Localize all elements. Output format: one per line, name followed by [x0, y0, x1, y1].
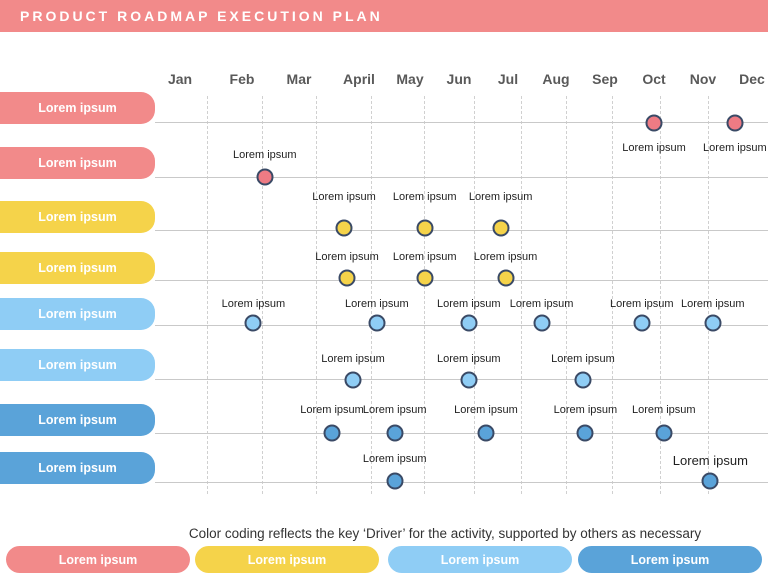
- milestone-label: Lorem ipsum: [221, 298, 286, 310]
- milestone-dot: [477, 424, 495, 442]
- month-gridline: [371, 96, 372, 494]
- milestone-dot: [497, 269, 515, 287]
- month-label-aug: Aug: [542, 71, 570, 87]
- milestone-dot: [368, 314, 386, 332]
- month-gridline: [316, 96, 317, 494]
- milestone-label: Lorem ipsum: [392, 251, 457, 263]
- milestone-label: Lorem ipsum: [362, 453, 427, 465]
- row-line: [155, 230, 768, 231]
- milestone-dot: [726, 114, 744, 132]
- milestone-label: Lorem ipsum: [703, 142, 767, 154]
- month-gridline: [708, 96, 709, 494]
- legend-key-yellow: Lorem ipsum: [195, 546, 379, 573]
- month-gridline: [612, 96, 613, 494]
- row-label: Lorem ipsum: [0, 298, 155, 330]
- month-gridline: [521, 96, 522, 494]
- milestone-dot: [244, 314, 262, 332]
- milestone-label: Lorem ipsum: [609, 298, 674, 310]
- row-label: Lorem ipsum: [0, 92, 155, 124]
- milestone-dot: [655, 424, 673, 442]
- month-label-feb: Feb: [229, 71, 255, 87]
- row-line: [155, 433, 768, 434]
- milestone-label: Lorem ipsum: [321, 353, 385, 365]
- row-label: Lorem ipsum: [0, 349, 155, 381]
- milestone-dot: [416, 219, 434, 237]
- milestone-dot: [574, 371, 592, 389]
- milestone-label: Lorem ipsum: [437, 353, 501, 365]
- month-gridline: [262, 96, 263, 494]
- milestone-label: Lorem ipsum: [468, 191, 533, 203]
- milestone-dot: [344, 371, 362, 389]
- milestone-label: Lorem ipsum: [345, 298, 409, 310]
- milestone-dot: [701, 472, 719, 490]
- month-label-mar: Mar: [286, 71, 312, 87]
- milestone-label: Lorem ipsum: [551, 353, 615, 365]
- milestone-dot: [338, 269, 356, 287]
- milestone-dot: [323, 424, 341, 442]
- month-gridline: [424, 96, 425, 494]
- month-label-dec: Dec: [739, 71, 765, 87]
- milestone-dot: [386, 472, 404, 490]
- caption: Color coding reflects the key ‘Driver’ f…: [188, 526, 702, 541]
- milestone-label: Lorem ipsum: [672, 453, 748, 468]
- milestone-dot: [460, 314, 478, 332]
- legend-key-lightblue: Lorem ipsum: [388, 546, 572, 573]
- milestone-label: Lorem ipsum: [473, 251, 538, 263]
- milestone-dot: [704, 314, 722, 332]
- month-label-nov: Nov: [689, 71, 717, 87]
- milestone-label: Lorem ipsum: [312, 191, 376, 203]
- row-label: Lorem ipsum: [0, 452, 155, 484]
- row-label: Lorem ipsum: [0, 404, 155, 436]
- month-gridline: [474, 96, 475, 494]
- month-label-jul: Jul: [497, 71, 519, 87]
- month-gridline: [660, 96, 661, 494]
- milestone-label: Lorem ipsum: [300, 404, 364, 416]
- milestone-label: Lorem ipsum: [392, 191, 457, 203]
- milestone-label: Lorem ipsum: [622, 142, 686, 154]
- milestone-dot: [460, 371, 478, 389]
- milestone-label: Lorem ipsum: [632, 404, 696, 416]
- milestone-dot: [533, 314, 551, 332]
- milestone-label: Lorem ipsum: [509, 298, 574, 310]
- milestone-dot: [386, 424, 404, 442]
- row-line: [155, 177, 768, 178]
- month-gridline: [566, 96, 567, 494]
- milestone-dot: [335, 219, 353, 237]
- milestone-label: Lorem ipsum: [362, 404, 427, 416]
- month-label-sep: Sep: [592, 71, 618, 87]
- milestone-dot: [633, 314, 651, 332]
- row-line: [155, 482, 768, 483]
- legend-key-red: Lorem ipsum: [6, 546, 190, 573]
- milestone-label: Lorem ipsum: [553, 404, 618, 416]
- legend-key-blue: Lorem ipsum: [578, 546, 762, 573]
- month-gridline: [207, 96, 208, 494]
- month-label-jan: Jan: [167, 71, 193, 87]
- row-line: [155, 280, 768, 281]
- month-label-april: April: [343, 71, 375, 87]
- month-label-jun: Jun: [446, 71, 472, 87]
- milestone-dot: [416, 269, 434, 287]
- month-label-may: May: [396, 71, 424, 87]
- row-label: Lorem ipsum: [0, 201, 155, 233]
- milestone-label: Lorem ipsum: [315, 251, 379, 263]
- milestone-label: Lorem ipsum: [681, 298, 745, 310]
- milestone-label: Lorem ipsum: [437, 298, 501, 310]
- milestone-dot: [492, 219, 510, 237]
- row-label: Lorem ipsum: [0, 147, 155, 179]
- row-label: Lorem ipsum: [0, 252, 155, 284]
- milestone-label: Lorem ipsum: [233, 149, 297, 161]
- row-line: [155, 122, 768, 123]
- milestone-dot: [256, 168, 274, 186]
- page-title: PRODUCT ROADMAP EXECUTION PLAN: [20, 8, 383, 24]
- month-label-oct: Oct: [642, 71, 666, 87]
- header-bar: PRODUCT ROADMAP EXECUTION PLAN: [0, 0, 768, 32]
- milestone-dot: [645, 114, 663, 132]
- milestone-label: Lorem ipsum: [454, 404, 518, 416]
- milestone-dot: [576, 424, 594, 442]
